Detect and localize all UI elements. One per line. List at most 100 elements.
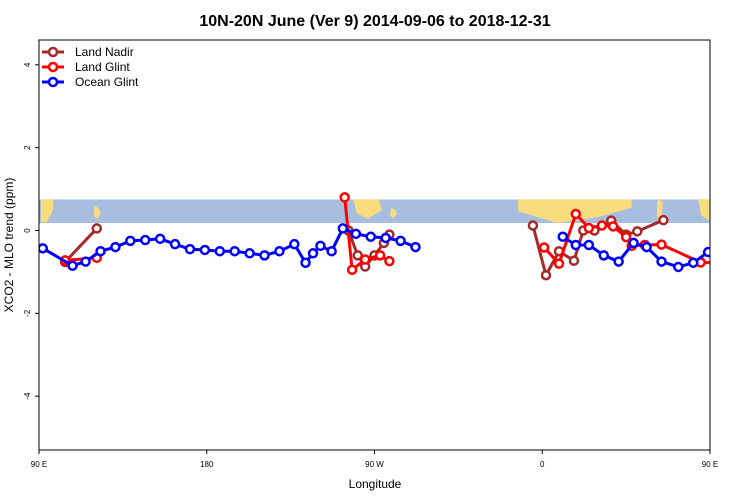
series-land-nadir: [59, 214, 740, 281]
data-point: [732, 224, 740, 232]
series-layer: [39, 192, 742, 281]
data-point: [154, 233, 166, 245]
chart-title: 10N-20N June (Ver 9) 2014-09-06 to 2018-…: [199, 13, 550, 30]
data-point: [184, 243, 196, 255]
data-point: [339, 192, 350, 203]
map-land: [656, 199, 663, 221]
data-point: [596, 220, 608, 231]
data-point: [350, 228, 362, 240]
data-point: [620, 231, 632, 243]
data-point: [110, 241, 121, 253]
legend-marker: [47, 46, 59, 58]
series-line-segment: [723, 241, 738, 247]
map-land: [40, 199, 54, 223]
data-point: [80, 256, 91, 267]
data-point: [540, 269, 552, 281]
data-point: [715, 259, 723, 267]
data-point: [583, 222, 595, 234]
data-point: [289, 238, 300, 250]
map-land: [353, 199, 382, 219]
series-line-segment: [719, 258, 732, 263]
data-point: [658, 214, 669, 226]
x-tick-label: 90 E: [702, 460, 718, 469]
legend-item-land-nadir: Land Nadir: [42, 45, 134, 59]
x-tick-label: 180: [200, 460, 214, 469]
legend: Land Nadir Land Glint Ocean Glint: [42, 45, 139, 89]
series-line-segment: [343, 195, 354, 272]
data-point: [538, 242, 550, 253]
data-point: [527, 220, 539, 231]
series-line-segment: [531, 224, 548, 277]
data-point: [67, 260, 78, 271]
data-point: [728, 254, 736, 262]
series-ocean-glint: [39, 223, 742, 273]
data-point: [702, 246, 710, 258]
data-point: [326, 245, 337, 257]
data-point: [374, 250, 386, 261]
data-point: [352, 250, 363, 261]
data-point: [719, 243, 727, 251]
x-tick-label: 90 E: [31, 460, 47, 469]
legend-label-land-nadir: Land Nadir: [75, 45, 134, 59]
data-point: [365, 231, 377, 242]
data-point: [632, 226, 643, 237]
y-axis: -4 -2 0 2 4: [23, 62, 39, 400]
legend-item-land-glint: Land Glint: [42, 60, 130, 74]
data-point: [95, 245, 106, 257]
map-land: [698, 199, 710, 222]
data-point: [214, 245, 226, 257]
data-point: [91, 223, 103, 234]
map-land: [735, 206, 740, 218]
x-axis: 90 E 180 90 W 0 90 E: [31, 450, 718, 469]
data-point: [300, 257, 311, 269]
x-tick-label: 0: [540, 460, 545, 469]
y-axis-label: XCO2 - MLO trend (ppm): [2, 178, 16, 313]
data-point: [687, 257, 699, 269]
data-point: [346, 264, 358, 276]
data-point: [229, 245, 240, 257]
data-point: [641, 241, 652, 253]
data-point: [244, 248, 255, 259]
data-point: [39, 243, 48, 254]
legend-item-ocean-glint: Ocean Glint: [42, 75, 139, 89]
map-land: [390, 207, 397, 219]
data-point: [628, 237, 639, 249]
y-tick-label: 0: [23, 228, 32, 233]
data-point: [315, 240, 326, 252]
map-band: [39, 199, 740, 224]
data-point: [384, 255, 395, 267]
data-point: [125, 235, 136, 247]
data-point: [307, 248, 319, 259]
plot-frame: [38, 39, 711, 451]
data-point: [656, 256, 667, 267]
data-point: [199, 244, 211, 256]
x-axis-label: Longitude: [349, 477, 402, 491]
data-point: [607, 221, 619, 232]
legend-marker: [47, 76, 59, 88]
data-point: [359, 254, 371, 265]
data-point: [259, 250, 270, 261]
data-point: [274, 245, 285, 257]
y-tick-label: -2: [23, 309, 32, 317]
legend-label-ocean-glint: Ocean Glint: [75, 75, 139, 89]
y-tick-label: -4: [23, 392, 32, 400]
data-point: [395, 235, 406, 247]
y-tick-label: 4: [23, 62, 32, 67]
data-point: [557, 231, 569, 242]
data-point: [734, 237, 742, 245]
data-point: [568, 255, 580, 266]
series-line-segment: [63, 226, 99, 264]
data-point: [169, 238, 181, 250]
legend-marker: [47, 61, 59, 73]
data-point: [380, 232, 391, 244]
data-point: [613, 256, 624, 267]
data-point: [337, 223, 349, 234]
data-point: [673, 261, 684, 273]
data-point: [570, 208, 582, 220]
data-point: [598, 250, 610, 261]
map-land: [93, 205, 101, 219]
data-point: [410, 241, 421, 253]
data-point: [570, 239, 582, 251]
legend-label-land-glint: Land Glint: [75, 60, 130, 74]
